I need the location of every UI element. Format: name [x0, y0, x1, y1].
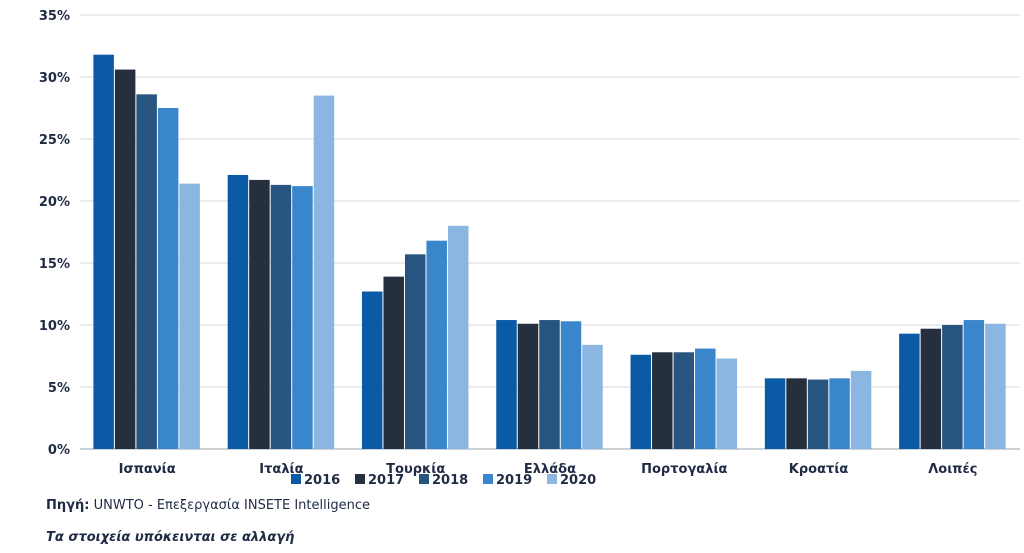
bar: [270, 184, 292, 449]
bar: [179, 183, 200, 449]
x-tick-label: Τουρκία: [386, 462, 445, 477]
legend-label: 2019: [496, 473, 532, 488]
bar: [447, 225, 469, 449]
bar: [764, 378, 786, 449]
y-tick-label: 0%: [48, 443, 70, 458]
y-tick-label: 20%: [39, 195, 70, 210]
x-tick-label: Ισπανία: [119, 462, 176, 477]
x-tick-label: Ιταλία: [259, 462, 303, 477]
y-tick-label: 10%: [39, 319, 70, 334]
bar: [496, 320, 517, 449]
legend: 2016 2017 2018 2019 2020: [291, 473, 596, 488]
bar: [93, 54, 114, 450]
legend-label: 2016: [304, 473, 340, 488]
bar: [313, 95, 335, 449]
bar: [157, 108, 179, 449]
bar: [517, 323, 539, 449]
bar: [582, 344, 603, 449]
bar: [426, 240, 447, 449]
bar: [249, 179, 270, 450]
legend-swatch: [547, 474, 557, 484]
bar: [227, 174, 249, 449]
source-text: UNWTO - Επεξεργασία INSETE Intelligence: [93, 498, 370, 513]
bar: [786, 378, 807, 449]
disclaimer-note: Τα στοιχεία υπόκεινται σε αλλαγή: [46, 530, 295, 545]
bar: [942, 325, 963, 449]
bar: [963, 320, 985, 449]
legend-swatch: [419, 474, 429, 484]
bar: [920, 328, 942, 449]
x-axis: Ισπανία Ιταλία Τουρκία Ελλάδα Πορτογαλία Κροα…: [119, 462, 978, 477]
bar: [404, 254, 426, 449]
legend-label: 2018: [432, 473, 468, 488]
y-tick-label: 5%: [48, 381, 70, 396]
bar: [985, 323, 1006, 449]
y-tick-label: 30%: [39, 71, 70, 86]
bar: [850, 370, 872, 449]
legend-swatch: [483, 474, 493, 484]
bar: [361, 291, 383, 449]
bar: [630, 354, 652, 449]
bar: [292, 186, 313, 449]
y-tick-label: 15%: [39, 257, 70, 272]
bar: [807, 379, 829, 449]
source-label: Πηγή:: [46, 498, 90, 513]
bar: [560, 321, 582, 449]
bar: [539, 320, 560, 449]
x-tick-label: Λοιπές: [928, 462, 977, 477]
bar: [114, 69, 136, 449]
legend-swatch: [291, 474, 301, 484]
x-tick-label: Κροατία: [789, 462, 849, 477]
legend-label: 2017: [368, 473, 404, 488]
bar-chart: 0% 5% 10% 15% 20% 25% 30% 35% Ισπανία Ιταλία Τουρ…: [39, 9, 1020, 488]
bar: [652, 352, 673, 449]
bar: [673, 352, 695, 449]
x-tick-label: Ελλάδα: [524, 462, 576, 477]
bars: [93, 54, 1006, 450]
source-note: Πηγή: UNWTO - Επεξεργασία INSETE Intelli…: [46, 498, 370, 513]
legend-label: 2020: [560, 473, 596, 488]
bar: [829, 378, 850, 449]
x-tick-label: Πορτογαλία: [641, 462, 727, 477]
bar: [383, 276, 404, 449]
bar: [136, 94, 157, 450]
bar: [695, 348, 716, 449]
y-axis: 0% 5% 10% 15% 20% 25% 30% 35%: [39, 9, 70, 458]
bar: [716, 358, 738, 449]
y-tick-label: 35%: [39, 9, 70, 24]
y-tick-label: 25%: [39, 133, 70, 148]
bar: [899, 333, 920, 449]
legend-swatch: [355, 474, 365, 484]
